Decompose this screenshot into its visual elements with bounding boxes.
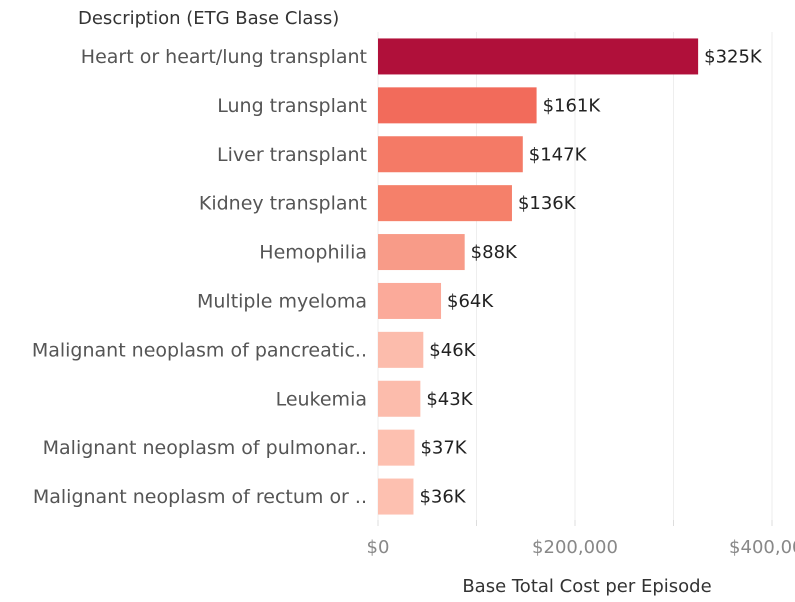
bar bbox=[378, 478, 414, 515]
bar bbox=[378, 136, 523, 173]
bar bbox=[378, 331, 424, 368]
value-label: $88K bbox=[471, 242, 518, 263]
category-label: Kidney transplant bbox=[199, 193, 367, 215]
bar bbox=[378, 38, 699, 75]
x-tick-label: $200,000 bbox=[532, 537, 618, 558]
value-label: $43K bbox=[426, 389, 473, 410]
bar bbox=[378, 185, 512, 222]
value-label: $161K bbox=[543, 95, 602, 116]
bar bbox=[378, 87, 537, 124]
value-label: $46K bbox=[429, 340, 476, 361]
category-label: Leukemia bbox=[276, 388, 367, 410]
category-label: Malignant neoplasm of pancreatic.. bbox=[32, 339, 367, 361]
x-tick-label: $400,000 bbox=[729, 537, 795, 558]
value-label: $147K bbox=[529, 144, 588, 165]
y-axis-title: Description (ETG Base Class) bbox=[78, 8, 339, 29]
value-label: $37K bbox=[420, 438, 467, 459]
value-label: $325K bbox=[704, 46, 763, 67]
value-label: $36K bbox=[419, 487, 466, 508]
value-label: $64K bbox=[447, 291, 494, 312]
category-label: Lung transplant bbox=[217, 95, 367, 117]
x-tick-label: $0 bbox=[367, 537, 390, 558]
category-label: Malignant neoplasm of pulmonar.. bbox=[43, 437, 367, 459]
value-label: $136K bbox=[518, 193, 577, 214]
bar bbox=[378, 429, 415, 466]
category-label: Multiple myeloma bbox=[197, 290, 367, 312]
bar bbox=[378, 380, 421, 417]
category-label: Malignant neoplasm of rectum or .. bbox=[33, 486, 367, 508]
category-label: Heart or heart/lung transplant bbox=[81, 46, 367, 68]
x-axis-title: Base Total Cost per Episode bbox=[462, 576, 711, 597]
bar bbox=[378, 234, 465, 271]
category-label: Liver transplant bbox=[217, 144, 367, 166]
bar bbox=[378, 282, 442, 319]
category-label: Hemophilia bbox=[259, 242, 367, 264]
